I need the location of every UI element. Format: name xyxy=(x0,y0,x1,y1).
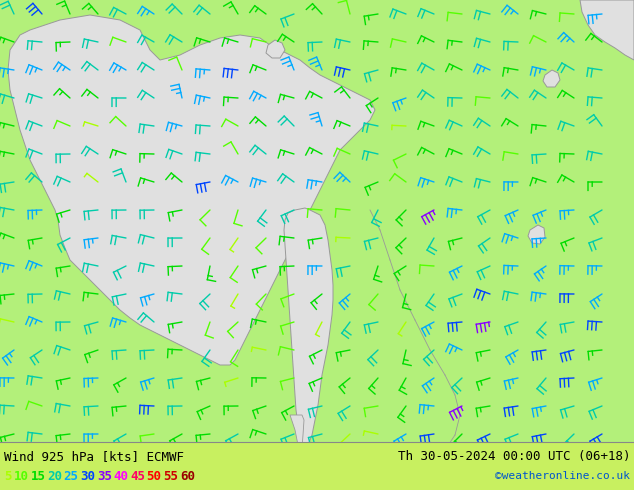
Text: Wind 925 hPa [kts] ECMWF: Wind 925 hPa [kts] ECMWF xyxy=(4,450,184,463)
Polygon shape xyxy=(528,225,545,244)
Text: 25: 25 xyxy=(63,469,79,483)
Polygon shape xyxy=(284,208,333,450)
Polygon shape xyxy=(580,0,634,60)
Text: 50: 50 xyxy=(146,469,162,483)
Text: 45: 45 xyxy=(130,469,145,483)
Text: 55: 55 xyxy=(163,469,178,483)
Text: ©weatheronline.co.uk: ©weatheronline.co.uk xyxy=(495,471,630,481)
Text: 10: 10 xyxy=(14,469,29,483)
Text: Th 30-05-2024 00:00 UTC (06+18): Th 30-05-2024 00:00 UTC (06+18) xyxy=(398,450,630,463)
Polygon shape xyxy=(8,15,375,365)
Text: 60: 60 xyxy=(180,469,195,483)
Text: 40: 40 xyxy=(113,469,129,483)
Polygon shape xyxy=(266,40,285,58)
Text: 30: 30 xyxy=(80,469,95,483)
Text: 15: 15 xyxy=(30,469,46,483)
Polygon shape xyxy=(543,70,560,87)
Bar xyxy=(0,442,634,490)
Text: 35: 35 xyxy=(97,469,112,483)
Polygon shape xyxy=(290,415,304,458)
Text: 5: 5 xyxy=(4,469,11,483)
Text: 20: 20 xyxy=(47,469,62,483)
